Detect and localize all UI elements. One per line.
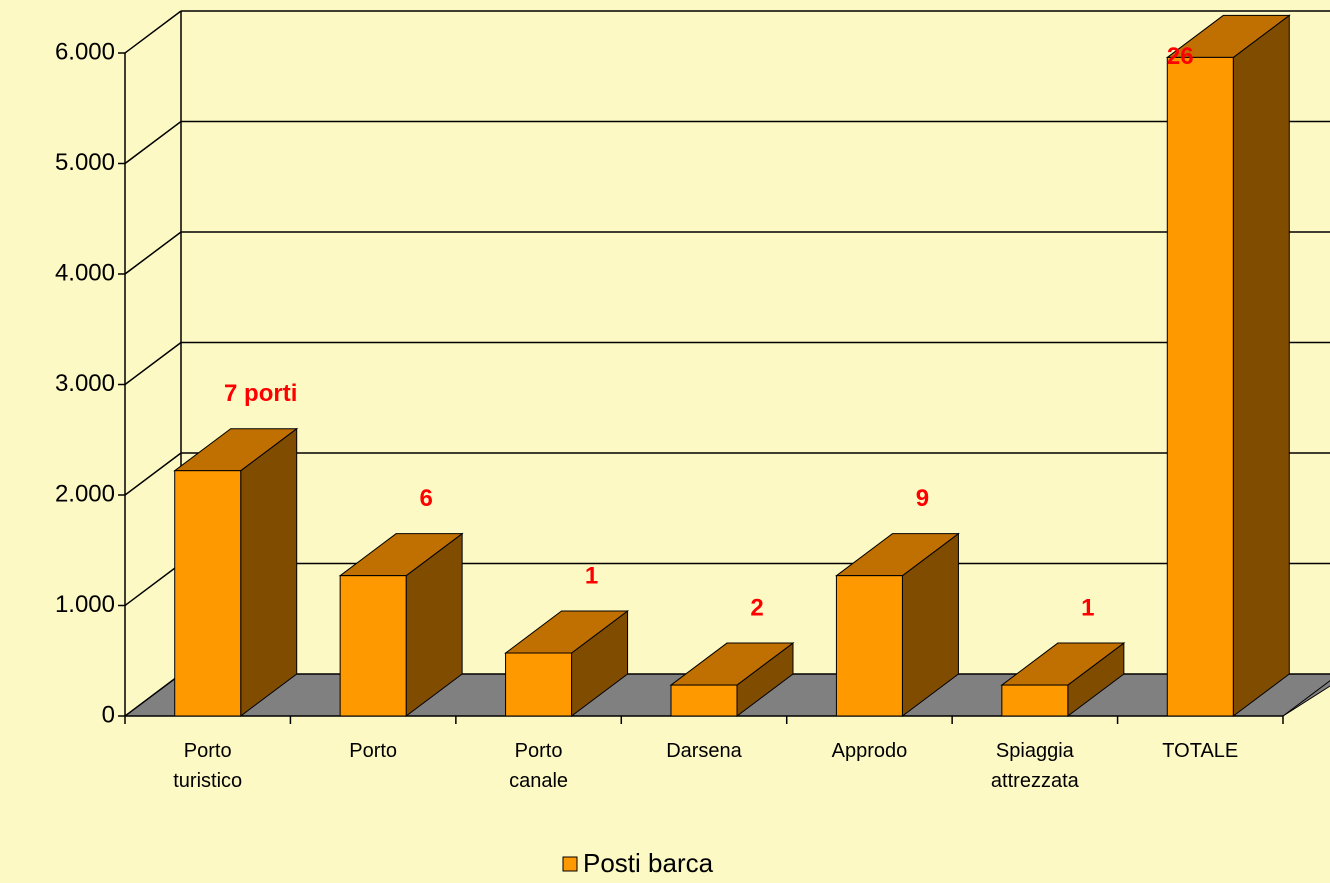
grid-line <box>124 231 182 275</box>
grid-line <box>124 673 182 717</box>
x-tick-label: Porto <box>349 740 398 762</box>
y-tick-label: 4.000 <box>55 259 115 286</box>
x-tick-label: Porto canale <box>509 740 569 792</box>
y-tick-label: 0 <box>102 701 115 728</box>
bar <box>670 684 738 717</box>
annotation: 1 <box>1081 594 1094 621</box>
y-tick-label: 1.000 <box>55 591 115 618</box>
grid-line <box>124 10 182 54</box>
bar-side <box>240 427 298 717</box>
grid-line <box>124 341 182 386</box>
annotation: 2 <box>750 594 763 621</box>
legend-swatch <box>562 856 578 872</box>
bar <box>1001 684 1069 717</box>
x-tick-label: Porto turistico <box>173 740 243 792</box>
annotation: 7 porti <box>224 380 297 407</box>
y-tick-label: 5.000 <box>55 149 115 176</box>
x-tick-label: TOTALE <box>1162 740 1239 762</box>
x-tick-label: Darsena <box>666 740 742 762</box>
y-tick-label: 3.000 <box>55 370 115 397</box>
bar <box>505 652 573 717</box>
grid-line <box>124 452 182 496</box>
bar <box>174 470 242 717</box>
bar <box>339 575 407 717</box>
annotation: 6 <box>419 485 432 512</box>
grid-line <box>124 562 182 607</box>
grid-line <box>124 120 182 165</box>
annotation: 9 <box>916 485 929 512</box>
x-tick-label: Approdo <box>831 740 908 762</box>
annotation: 1 <box>585 562 598 589</box>
bar <box>835 575 903 717</box>
legend-label: Posti barca <box>583 848 714 878</box>
bar-side <box>1232 14 1290 717</box>
bar <box>1166 56 1234 717</box>
y-tick-label: 2.000 <box>55 480 115 507</box>
y-tick-label: 6.000 <box>55 38 115 65</box>
annotation: 26 <box>1167 43 1194 70</box>
x-tick-label: Spiaggia attrezzata <box>990 740 1079 792</box>
